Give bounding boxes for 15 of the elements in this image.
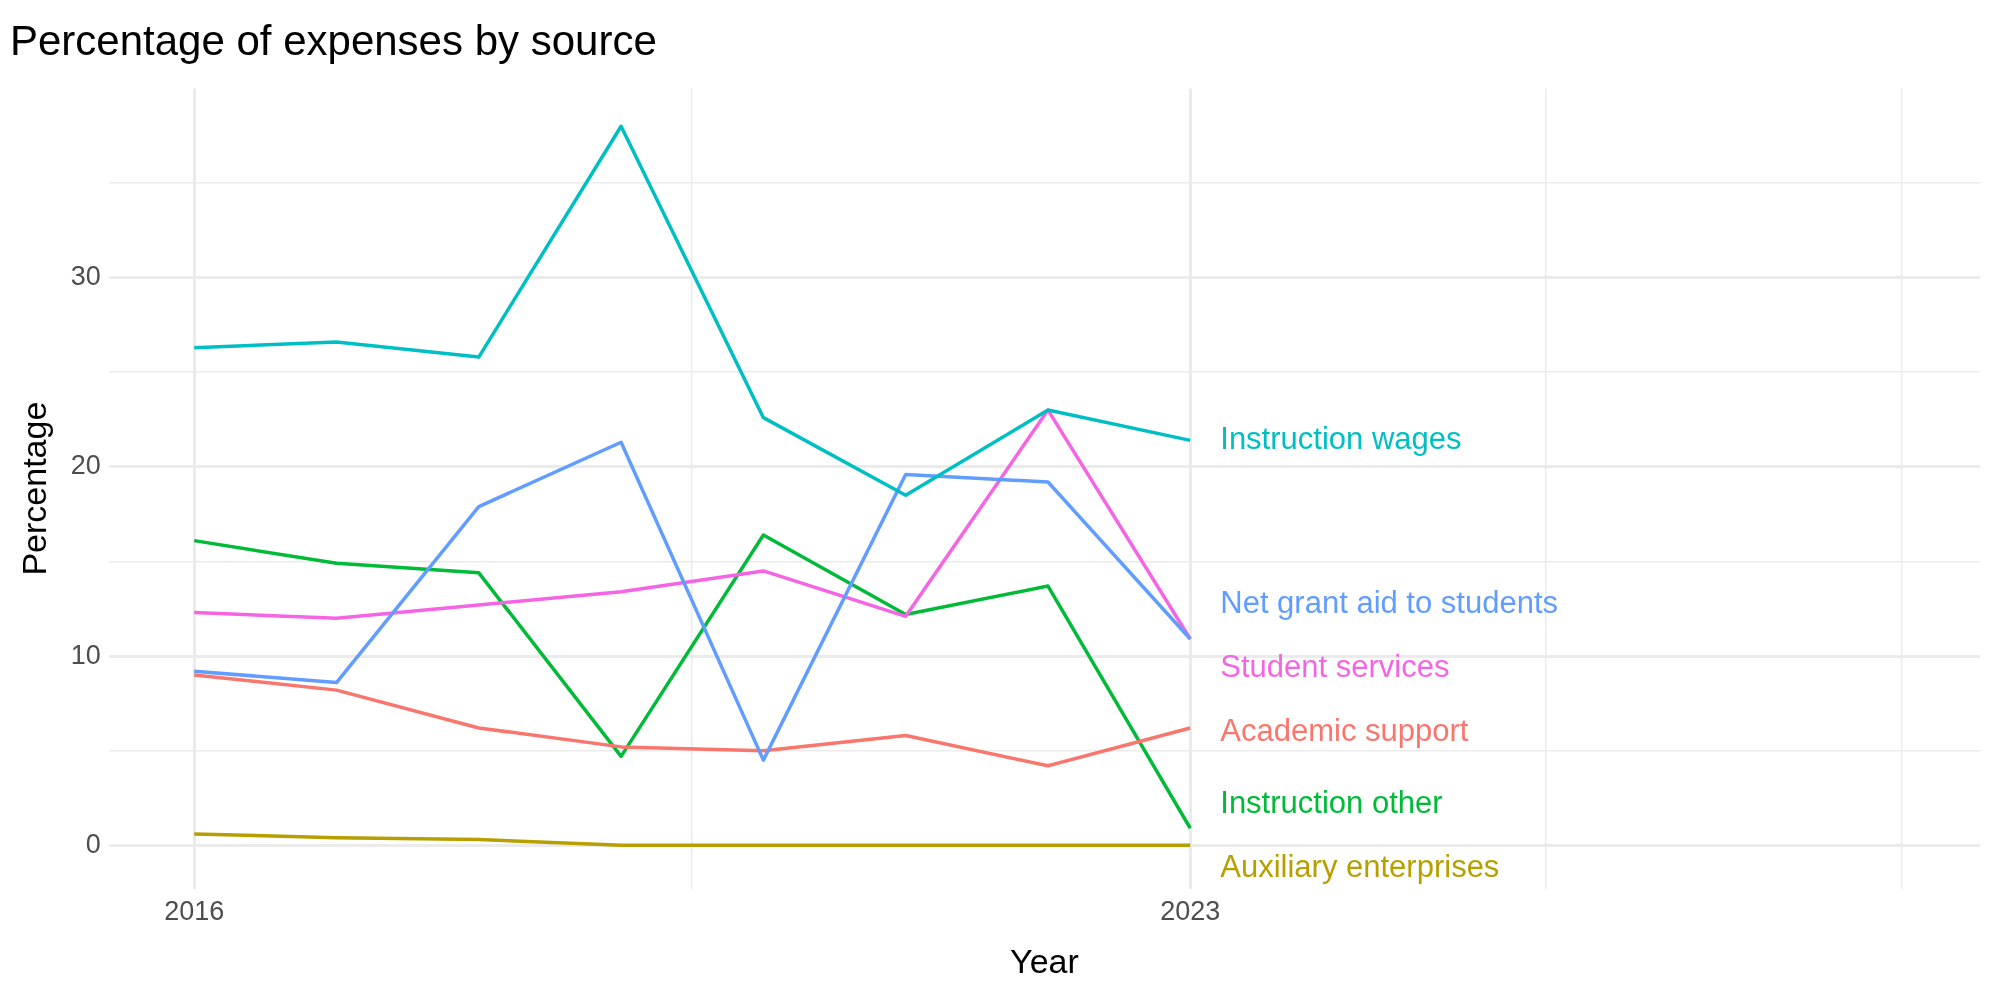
series-label: Instruction other [1220,785,1443,821]
y-axis-title: Percentage [14,401,53,576]
series-label: Net grant aid to students [1220,585,1559,621]
y-tick-label: 20 [70,450,101,481]
y-tick-label: 30 [70,261,101,292]
series-label: Student services [1220,649,1450,685]
y-tick-label: 0 [85,828,101,859]
x-axis-title: Year [1010,941,1079,980]
series-label: Auxiliary enterprises [1220,849,1500,885]
x-tick-label: 2023 [1160,896,1221,927]
y-tick-label: 10 [70,639,101,670]
series-label: Instruction wages [1220,420,1462,456]
chart-title: Percentage of expenses by source [10,16,657,64]
series-label: Academic support [1220,713,1469,749]
x-tick-label: 2016 [164,896,225,927]
